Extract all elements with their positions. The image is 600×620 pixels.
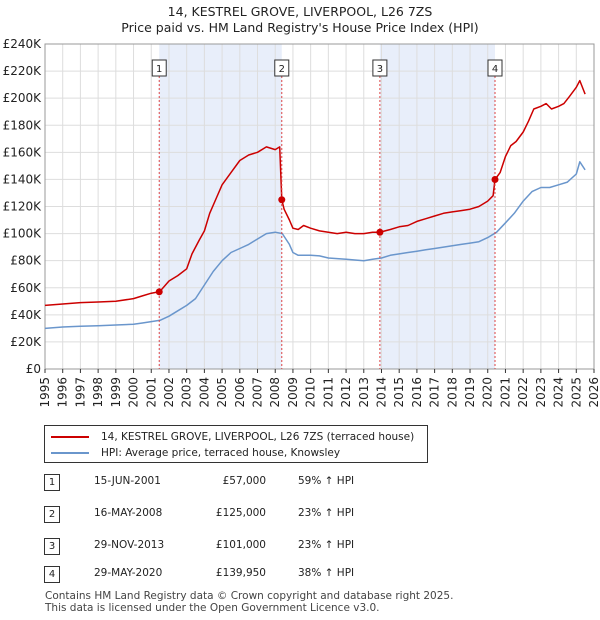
chart-title: 14, KESTREL GROVE, LIVERPOOL, L26 7ZS Pr… — [0, 0, 600, 36]
sale-number-badge: 2 — [44, 506, 60, 523]
sale-marker-box — [372, 59, 388, 77]
title-line-2: Price paid vs. HM Land Registry's House … — [121, 20, 479, 35]
x-tick-label: 2011 — [321, 377, 335, 408]
sale-marker-label: 3 — [377, 64, 383, 75]
plot-frame — [44, 43, 595, 370]
legend-item-hpi: HPI: Average price, terraced house, Know… — [51, 445, 340, 461]
x-tick-label: 2013 — [357, 377, 371, 408]
sale-point — [278, 196, 286, 204]
x-tick-label: 2008 — [268, 377, 282, 408]
x-tick-label: 2025 — [569, 377, 583, 408]
sale-marker-label: 4 — [492, 64, 498, 75]
sale-point — [155, 288, 163, 296]
footer-copyright: Contains HM Land Registry data © Crown c… — [45, 590, 454, 602]
sale-marker-box — [151, 59, 167, 77]
y-tick-label: £40K — [10, 308, 42, 322]
x-tick-label: 2024 — [552, 377, 566, 408]
sale-row: 3 29-NOV-2013 £101,000 23% ↑ HPI — [44, 538, 544, 556]
sale-row: 4 29-MAY-2020 £139,950 38% ↑ HPI — [44, 566, 544, 584]
x-tick-label: 2015 — [392, 377, 406, 408]
footer-notice: Contains HM Land Registry data © Crown c… — [45, 590, 453, 614]
x-tick-label: 2003 — [180, 377, 194, 408]
y-tick-label: £60K — [10, 281, 42, 295]
y-tick-label: £140K — [3, 172, 43, 186]
x-tick-label: 2005 — [215, 377, 229, 408]
x-tick-label: 1995 — [38, 377, 52, 408]
sale-row: 2 16-MAY-2008 £125,000 23% ↑ HPI — [44, 506, 544, 524]
sale-date: 29-NOV-2013 — [94, 539, 165, 551]
title-line-1: 14, KESTREL GROVE, LIVERPOOL, L26 7ZS — [167, 4, 433, 19]
sale-marker-label: 1 — [156, 64, 162, 75]
sale-hpi-change: 23% ↑ HPI — [298, 539, 355, 551]
sale-hpi-change: 59% ↑ HPI — [298, 475, 355, 487]
x-tick-label: 2004 — [197, 377, 211, 408]
legend-item-property: 14, KESTREL GROVE, LIVERPOOL, L26 7ZS (t… — [51, 429, 414, 445]
y-tick-label: £160K — [3, 145, 43, 159]
footer-licence: This data is licensed under the Open Gov… — [45, 602, 380, 614]
x-tick-label: 2026 — [587, 377, 600, 408]
sale-marker-box — [274, 59, 290, 77]
x-tick-label: 2019 — [463, 377, 477, 408]
property-line-swatch — [51, 436, 89, 438]
y-tick-label: £100K — [3, 227, 43, 241]
property-price-line — [44, 79, 586, 307]
x-tick-label: 2017 — [428, 377, 442, 408]
sale-hpi-change: 38% ↑ HPI — [298, 567, 355, 579]
x-tick-label: 2020 — [481, 377, 495, 408]
y-tick-label: £20K — [10, 335, 42, 349]
hpi-line — [44, 161, 586, 330]
price-chart: 1 2 3 4 £0 £20K £40K £60K £80K £100K £120K £140K £1… — [3, 37, 600, 408]
y-tick-label: £240K — [3, 37, 43, 51]
y-tick-label: £80K — [10, 254, 42, 268]
x-tick-label: 2001 — [144, 377, 158, 408]
x-tick-label: 2016 — [410, 377, 424, 408]
x-tick-label: 1998 — [91, 377, 105, 408]
chart-legend: 14, KESTREL GROVE, LIVERPOOL, L26 7ZS (t… — [44, 425, 428, 463]
hpi-line-swatch — [51, 452, 89, 454]
sale-row: 1 15-JUN-2001 £57,000 59% ↑ HPI — [44, 474, 544, 492]
x-tick-label: 1996 — [56, 377, 70, 408]
x-tick-label: 2022 — [516, 377, 530, 408]
sale-number-badge: 3 — [44, 538, 60, 555]
sale-marker-box — [487, 59, 503, 77]
x-tick-label: 2006 — [233, 377, 247, 408]
y-tick-label: £180K — [3, 118, 43, 132]
y-tick-label: £0 — [26, 362, 41, 376]
x-tick-label: 2000 — [127, 377, 141, 408]
x-tick-label: 2012 — [339, 377, 353, 408]
sale-date: 15-JUN-2001 — [94, 475, 161, 487]
sale-price: £125,000 — [215, 507, 266, 519]
y-tick-label: £220K — [3, 64, 43, 78]
x-tick-label: 2010 — [304, 377, 318, 408]
sale-number-badge: 1 — [44, 474, 60, 491]
x-tick-label: 1999 — [109, 377, 123, 408]
y-tick-label: £120K — [3, 200, 43, 214]
legend-property-label: 14, KESTREL GROVE, LIVERPOOL, L26 7ZS (t… — [101, 431, 415, 443]
sale-point — [376, 228, 384, 236]
x-tick-label: 1997 — [73, 377, 87, 408]
x-tick-label: 2009 — [286, 377, 300, 408]
sale-hpi-change: 23% ↑ HPI — [298, 507, 355, 519]
x-tick-label: 2018 — [445, 377, 459, 408]
sale-marker-label: 2 — [279, 64, 285, 75]
x-tick-label: 2021 — [498, 377, 512, 408]
x-tick-label: 2023 — [534, 377, 548, 408]
x-tick-label: 2002 — [162, 377, 176, 408]
sale-price: £57,000 — [222, 475, 266, 487]
y-tick-label: £200K — [3, 91, 43, 105]
sale-point — [491, 175, 499, 183]
legend-hpi-label: HPI: Average price, terraced house, Know… — [101, 447, 341, 459]
sale-price: £101,000 — [215, 539, 266, 551]
sale-price: £139,950 — [215, 567, 266, 579]
x-tick-label: 2007 — [251, 377, 265, 408]
sale-number-badge: 4 — [44, 566, 60, 583]
x-tick-label: 2014 — [374, 377, 388, 408]
sale-date: 16-MAY-2008 — [94, 507, 163, 519]
sale-date: 29-MAY-2020 — [94, 567, 163, 579]
